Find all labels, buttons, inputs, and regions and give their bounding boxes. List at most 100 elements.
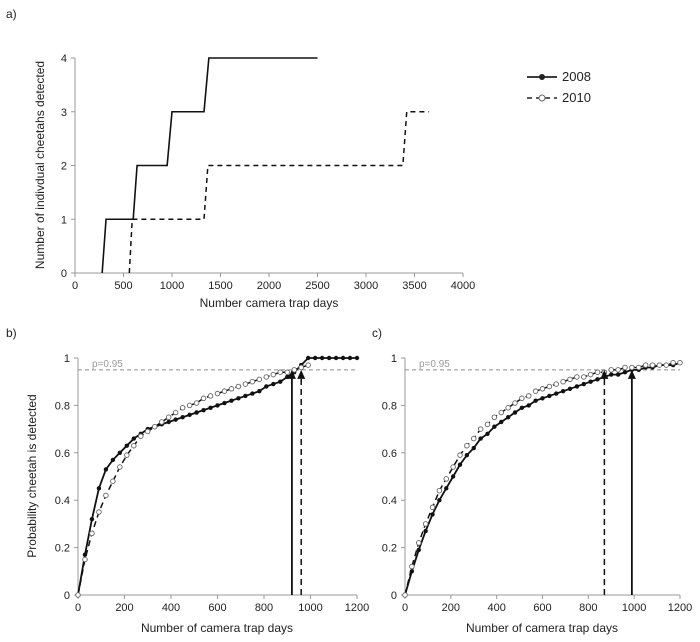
panel-c-arrow-2008-head: [627, 369, 636, 379]
panel-b-series-2008-point: [347, 355, 353, 361]
panel-c-series-2010-point: [629, 364, 635, 371]
panel-c-series-2010-point: [546, 383, 553, 390]
panel-c-series-2008-point: [595, 377, 600, 382]
panel-a-y-tick-label: 3: [61, 107, 67, 119]
panel-b-series-2010-point: [256, 376, 263, 383]
panel-c-series-2010-point: [560, 378, 566, 385]
panel-b-series-2008-point: [243, 393, 248, 399]
panel-c-series-2010-point: [471, 435, 477, 442]
panel-c-series-2010-point: [505, 405, 511, 411]
panel-b-x-tick-label: 1000: [298, 602, 322, 614]
panel-b-series-2008-point: [180, 415, 185, 420]
panel-b-reference-label: p=0.95: [92, 359, 123, 370]
panel-c-series-2010-point: [436, 487, 443, 494]
panel-c-series-2010-point: [670, 359, 676, 366]
panel-b-series-2008-point: [201, 407, 206, 413]
panel-c-x-tick-label: 800: [579, 602, 597, 614]
panel-a-series-2010-line: [128, 111, 430, 274]
panel-b-series-2008-point: [96, 486, 102, 491]
panel-a-x-tick-label: 1500: [208, 280, 232, 292]
panel-c-series-2010-point: [622, 364, 628, 371]
panel-c-series-2010-point: [519, 395, 525, 402]
panel-a-label: a): [6, 7, 17, 21]
panel-b-series-2008-point: [229, 398, 234, 403]
panel-b-series-2010-point: [82, 556, 88, 563]
panel-b-series-2008-point: [354, 355, 360, 361]
panel-b-x-tick-label: 200: [115, 602, 133, 614]
panel-c-series-2008-point: [547, 393, 552, 399]
panel-c-series-2008-point: [615, 372, 621, 377]
panel-b-series-2008-point: [131, 436, 136, 441]
panel-b-series-2010-point: [151, 423, 158, 430]
panel-c-y-tick-label: 0.2: [382, 543, 397, 555]
panel-b-series-2010-point: [165, 414, 172, 421]
panel-c-series-2010-point: [567, 376, 573, 383]
panel-b-series-2010-point: [117, 464, 123, 470]
panel-a-y-tick-label: 4: [61, 53, 67, 65]
panel-c-y-tick-label: 0.8: [382, 400, 397, 412]
panel-c-series-2010-point: [526, 393, 532, 399]
legend-2010-marker: [538, 94, 546, 102]
panel-b-y-tick-label: 0.8: [55, 400, 70, 412]
panel-b-series-2010-point: [172, 409, 179, 416]
panel-c-series-2008-point: [581, 381, 586, 387]
legend-2008-label: 2008: [562, 69, 591, 84]
panel-c-x-tick-label: 1200: [668, 602, 692, 614]
panel-a-x-tick-label: 2000: [257, 280, 281, 292]
panel-c-y-tick-label: 0.4: [382, 495, 397, 507]
panel-b-series-2010-point: [110, 478, 116, 484]
panel-b-series-2010-point: [291, 367, 297, 373]
panel-a-x-tick-label: 4000: [451, 280, 475, 292]
panel-b-series-2008-point: [110, 457, 116, 463]
panel-c-series-2008-point: [437, 498, 442, 503]
panel-b-series-2008-point: [250, 391, 255, 396]
panel-c-series-2008-point: [430, 512, 435, 517]
panel-c-series-2008-point: [416, 547, 421, 553]
panel-b-series-2010-point: [249, 378, 256, 385]
panel-c-y-tick-label: 0.6: [382, 448, 397, 460]
panel-b-series-2010-point: [144, 428, 151, 435]
panel-b-series-2008-point: [264, 384, 269, 389]
panel-b-y-tick-label: 0.6: [55, 448, 70, 460]
panel-c-series-2010-point: [581, 374, 587, 380]
panel-b-series-2008-point: [222, 400, 227, 406]
panel-c-series-2010-point: [642, 362, 649, 368]
panel-a-x-tick-label: 2500: [305, 280, 329, 292]
panel-c-series-2010-point: [484, 421, 491, 428]
panel-c-series-2010-point: [429, 504, 436, 511]
panel-c-series-2010-point: [491, 414, 498, 421]
panel-c-series-2008-point: [444, 486, 449, 491]
panel-b-x-tick-label: 400: [162, 602, 180, 614]
panel-b-series-2010-point: [270, 371, 277, 378]
panel-c-series-2010-point: [409, 563, 415, 570]
panel-c-series-2008-point: [499, 419, 504, 425]
panel-c-series-2010-point: [457, 452, 463, 458]
panel-b-y-tick-label: 1: [64, 353, 70, 365]
panel-b-series-2008-point: [271, 381, 276, 387]
panel-c-series-2008-point: [457, 462, 463, 467]
panel-b-x-tick-label: 600: [208, 602, 226, 614]
panel-b-series-2010-point: [138, 433, 144, 439]
panel-c-series-2008-point: [540, 396, 545, 401]
panel-c-y-tick-label: 0: [391, 590, 397, 602]
panel-c-series-2010-point: [594, 369, 601, 375]
panel-b-series-2008-point: [194, 410, 199, 415]
panel-c-series-2010-point: [416, 540, 422, 546]
panel-b-series-2010-line: [77, 364, 309, 596]
panel-c-y-tick-label: 1: [391, 353, 397, 365]
panel-b-series-2008-point: [166, 419, 171, 425]
panel-a-x-tick-label: 0: [72, 280, 78, 292]
panel-c-series-2008-point: [560, 388, 566, 394]
panel-b-series-2008-point: [208, 405, 213, 410]
panel-c-x-tick-label: 600: [533, 602, 551, 614]
panel-b-y-label: Probability cheetah is detected: [25, 394, 39, 557]
panel-b-series-2010-point: [305, 362, 311, 368]
panel-c-series-2010-point: [574, 374, 580, 380]
panel-b-series-2010-point: [207, 393, 214, 399]
panel-b-series-2008-point: [215, 403, 220, 408]
panel-c-label: c): [372, 326, 382, 340]
panel-b-series-2010-point: [221, 388, 228, 394]
panel-b-series-2010-point: [235, 383, 242, 390]
panel-b-series-2008-point: [326, 355, 332, 361]
panel-b-label: b): [6, 326, 17, 340]
